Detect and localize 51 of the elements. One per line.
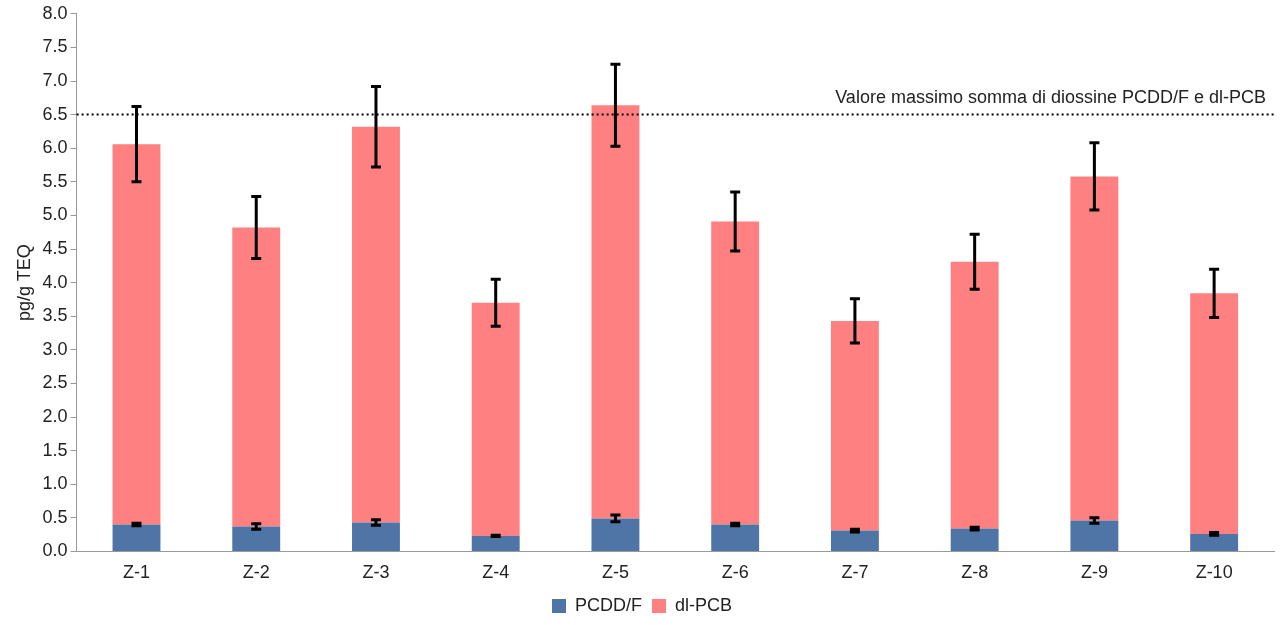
- y-tick-label: 4.0: [42, 271, 68, 292]
- bar: [471, 302, 520, 536]
- y-tick-label: 0.0: [42, 540, 68, 561]
- x-tick-label: Z-6: [721, 562, 749, 583]
- x-tick-label: Z-3: [362, 562, 390, 583]
- y-tick-label: 5.5: [42, 170, 68, 191]
- bar: [471, 535, 520, 551]
- bar: [112, 524, 161, 551]
- bar: [830, 320, 879, 531]
- x-tick-label: Z-8: [961, 562, 989, 583]
- bar: [591, 105, 640, 519]
- bar: [1070, 176, 1119, 521]
- bar: [711, 524, 760, 551]
- y-tick-label: 1.5: [42, 439, 68, 460]
- y-tick-label: 1.0: [42, 473, 68, 494]
- ref-line-label: Valore massimo somma di diossine PCDD/F e dl-PCB: [835, 86, 1266, 107]
- bar: [352, 126, 400, 523]
- y-tick-label: 2.0: [42, 405, 68, 426]
- y-tick-label: 7.5: [42, 36, 68, 57]
- y-tick-label: 6.0: [42, 137, 68, 158]
- y-tick-label: 3.0: [42, 338, 68, 359]
- y-axis-title: pg/g TEQ: [13, 244, 34, 321]
- y-tick-label: 7.0: [42, 69, 68, 90]
- y-tick-label: 5.0: [42, 204, 68, 225]
- x-tick-label: Z-5: [601, 562, 629, 583]
- x-tick-label: Z-4: [482, 562, 510, 583]
- bar: [232, 526, 281, 551]
- x-tick-label: Z-10: [1195, 562, 1233, 583]
- bar: [711, 221, 760, 525]
- y-tick-label: 4.5: [42, 237, 68, 258]
- bar: [1190, 533, 1239, 551]
- y-tick-label: 2.5: [42, 372, 68, 393]
- x-tick-label: Z-7: [841, 562, 869, 583]
- bar: [1190, 293, 1239, 534]
- y-tick-label: 3.5: [42, 305, 68, 326]
- y-tick-label: 0.5: [42, 506, 68, 527]
- bar: [591, 518, 640, 551]
- bar: [232, 227, 281, 527]
- bar: [830, 530, 879, 551]
- y-tick-label: 6.5: [42, 103, 68, 124]
- bar: [1070, 520, 1119, 551]
- legend-label: dl-PCB: [674, 594, 733, 615]
- x-tick-label: Z-2: [242, 562, 270, 583]
- legend-label: PCDD/F: [574, 594, 642, 615]
- bar: [352, 522, 400, 551]
- x-tick-label: Z-1: [122, 562, 150, 583]
- bar: [950, 528, 999, 551]
- bar: [950, 261, 999, 529]
- bar: [112, 144, 161, 525]
- y-tick-label: 8.0: [42, 2, 68, 23]
- x-tick-label: Z-9: [1080, 562, 1108, 583]
